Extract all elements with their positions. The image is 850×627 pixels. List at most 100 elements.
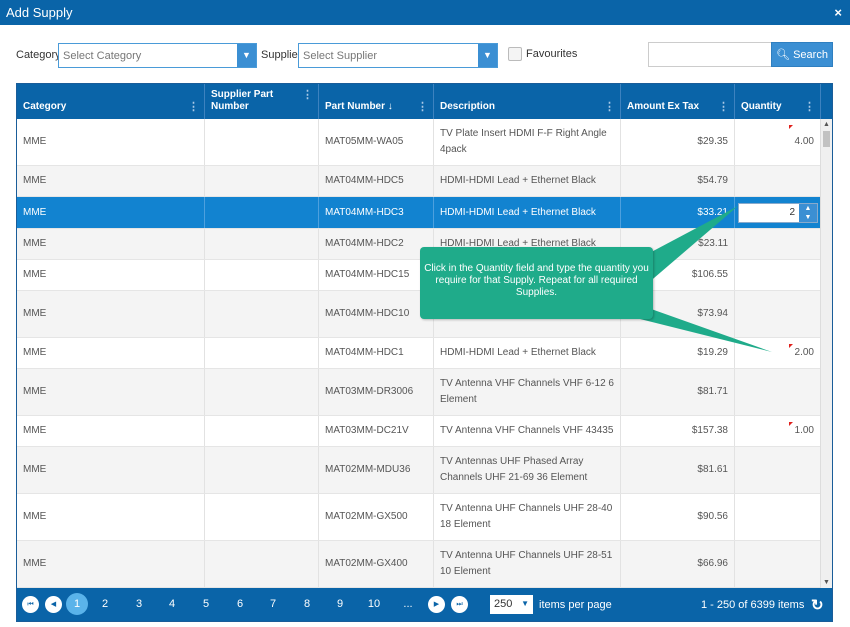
page-number-10[interactable]: 10 xyxy=(367,598,381,610)
column-menu-icon[interactable]: ⋮ xyxy=(302,89,313,101)
page-number-9[interactable]: 9 xyxy=(336,598,344,610)
page-number-2[interactable]: 2 xyxy=(101,598,109,610)
table-row[interactable]: MME MAT03MM-DR3006 TV Antenna VHF Channels… xyxy=(17,369,820,416)
column-menu-icon[interactable]: ⋮ xyxy=(604,101,615,113)
cell-part-number-text: MAT04MM-HDC15 xyxy=(325,269,410,280)
cell-category-text: MME xyxy=(23,206,47,218)
table-row[interactable]: MME MAT02MM-GX400 TV Antenna UHF Channels … xyxy=(17,541,820,588)
column-header-category[interactable]: Category ⋮ xyxy=(17,84,205,119)
scrollbar-thumb[interactable] xyxy=(823,131,830,147)
scroll-up-icon[interactable]: ▲ xyxy=(823,121,830,128)
column-header-supplier-part[interactable]: Supplier Part Number ⋮ xyxy=(205,84,319,119)
cell-part-number: MAT02MM-MDU36 xyxy=(319,447,434,493)
cell-quantity[interactable] xyxy=(735,166,820,196)
cell-quantity-text: 1.00 xyxy=(794,425,814,436)
next-page-icon[interactable]: ▶ xyxy=(428,596,445,613)
cell-part-number: MAT04MM-HDC5 xyxy=(319,166,434,196)
caret-down-icon[interactable]: ▼ xyxy=(521,599,529,608)
cell-quantity[interactable] xyxy=(735,260,820,290)
cell-quantity[interactable] xyxy=(735,541,820,587)
cell-part-number-text: MAT02MM-GX400 xyxy=(325,558,408,569)
cell-quantity[interactable]: 1.00 xyxy=(735,416,820,446)
cell-description: HDMI-HDMI Lead + Ethernet Black xyxy=(434,338,621,368)
table-row[interactable]: MME MAT02MM-GX500 TV Antenna UHF Channels … xyxy=(17,494,820,541)
cell-part-number-text: MAT03MM-DR3006 xyxy=(325,386,414,397)
cell-quantity[interactable] xyxy=(735,369,820,415)
quantity-stepper-icon[interactable]: ▲ ▼ xyxy=(799,204,817,222)
cell-quantity[interactable] xyxy=(735,494,820,540)
table-row[interactable]: MME MAT04MM-HDC15 $106.55 xyxy=(17,260,820,291)
cell-amount: $19.29 xyxy=(621,338,735,368)
table-row[interactable]: MME MAT04MM-HDC5 HDMI-HDMI Lead + Ethernet… xyxy=(17,166,820,197)
cell-description-text: TV Antennas UHF Phased Array Channels UH… xyxy=(440,456,588,483)
search-button[interactable]: 🔍︎ Search xyxy=(771,42,833,67)
scroll-down-icon[interactable]: ▼ xyxy=(823,579,830,586)
table-row[interactable]: MME MAT04MM-HDC3 HDMI-HDMI Lead + Ethernet… xyxy=(17,197,820,229)
page-number-4[interactable]: 4 xyxy=(168,598,176,610)
caret-down-icon[interactable]: ▼ xyxy=(237,44,256,67)
cell-description-text: HDMI-HDMI Lead + Ethernet Black xyxy=(440,175,596,186)
favourites-checkbox[interactable] xyxy=(508,47,522,61)
cell-description: TV Antennas UHF Phased Array Channels UH… xyxy=(434,447,621,493)
table-row[interactable]: MME MAT03MM-DC21V TV Antenna VHF Channels … xyxy=(17,416,820,447)
cell-description: TV Antenna UHF Channels UHF 28-51 10 Ele… xyxy=(434,541,621,587)
table-row[interactable]: MME MAT02MM-MDU36 TV Antennas UHF Phased A… xyxy=(17,447,820,494)
cell-description: HDMI-HDMI Lead + Ethernet Black xyxy=(434,197,621,228)
page-number-1[interactable]: 1 xyxy=(66,593,88,615)
page-number-7[interactable]: 7 xyxy=(269,598,277,610)
first-page-icon[interactable]: ⏮ xyxy=(22,596,39,613)
page-number-5[interactable]: 5 xyxy=(202,598,210,610)
page-size-value: 250 xyxy=(494,598,513,610)
cell-amount: $81.61 xyxy=(621,447,735,493)
category-select[interactable]: Select Category ▼ xyxy=(58,43,257,68)
quantity-input[interactable]: 2 ▲ ▼ xyxy=(738,203,818,223)
cell-quantity[interactable] xyxy=(735,291,820,337)
grid-body: MME MAT05MM-WA05 TV Plate Insert HDMI F-F … xyxy=(17,119,820,588)
cell-quantity[interactable] xyxy=(735,229,820,259)
cell-amount: $33.21 xyxy=(621,197,735,228)
table-row[interactable]: MME MAT04MM-HDC1 HDMI-HDMI Lead + Ethernet… xyxy=(17,338,820,369)
page-number-8[interactable]: 8 xyxy=(303,598,311,610)
cell-category: MME xyxy=(17,291,205,337)
cell-part-number: MAT03MM-DR3006 xyxy=(319,369,434,415)
cell-category: MME xyxy=(17,416,205,446)
column-menu-icon[interactable]: ⋮ xyxy=(718,101,729,113)
prev-page-icon[interactable]: ◀ xyxy=(45,596,62,613)
page-number-6[interactable]: 6 xyxy=(236,598,244,610)
column-header-amount[interactable]: Amount Ex Tax ⋮ xyxy=(621,84,735,119)
page-size-select[interactable]: 250 ▼ xyxy=(490,595,533,614)
search-button-label: Search xyxy=(793,49,828,61)
page-number-more[interactable]: ... xyxy=(403,598,413,610)
column-menu-icon[interactable]: ⋮ xyxy=(417,101,428,113)
last-page-icon[interactable]: ⏭ xyxy=(451,596,468,613)
cell-part-number-text: MAT02MM-MDU36 xyxy=(325,464,411,475)
cell-quantity[interactable]: 2.00 xyxy=(735,338,820,368)
caret-down-icon[interactable]: ▼ xyxy=(478,44,497,67)
column-menu-icon[interactable]: ⋮ xyxy=(188,101,199,113)
column-header-description[interactable]: Description ⋮ xyxy=(434,84,621,119)
cell-description-text: TV Antenna VHF Channels VHF 43435 xyxy=(440,425,614,436)
refresh-icon[interactable]: ↻ xyxy=(811,597,824,614)
cell-description: TV Antenna VHF Channels VHF 43435 xyxy=(434,416,621,446)
cell-quantity[interactable] xyxy=(735,447,820,493)
cell-amount-text: $90.56 xyxy=(697,511,728,522)
cell-supplier-part xyxy=(205,291,319,337)
page-number-3[interactable]: 3 xyxy=(135,598,143,610)
cell-amount-text: $157.38 xyxy=(691,425,728,436)
cell-quantity[interactable]: 2 ▲ ▼ xyxy=(735,197,820,228)
supplier-select[interactable]: Select Supplier ▼ xyxy=(298,43,498,68)
close-icon[interactable]: × xyxy=(834,5,842,20)
cell-category: MME xyxy=(17,541,205,587)
column-label: Part Number xyxy=(325,101,386,112)
column-menu-icon[interactable]: ⋮ xyxy=(804,101,815,113)
vertical-scrollbar[interactable]: ▲ ▼ xyxy=(820,119,832,588)
cell-quantity[interactable]: 4.00 xyxy=(735,119,820,165)
column-header-part-number[interactable]: Part Number ↓ ⋮ xyxy=(319,84,434,119)
sort-desc-icon: ↓ xyxy=(387,101,393,112)
table-row[interactable]: MME MAT05MM-WA05 TV Plate Insert HDMI F-F … xyxy=(17,119,820,166)
search-input[interactable] xyxy=(648,42,772,67)
table-row[interactable]: MME MAT04MM-HDC2 HDMI-HDMI Lead + Ethernet… xyxy=(17,229,820,260)
cell-description-text: TV Antenna VHF Channels VHF 6-12 6 Eleme… xyxy=(440,378,614,405)
column-header-quantity[interactable]: Quantity ⋮ xyxy=(735,84,821,119)
